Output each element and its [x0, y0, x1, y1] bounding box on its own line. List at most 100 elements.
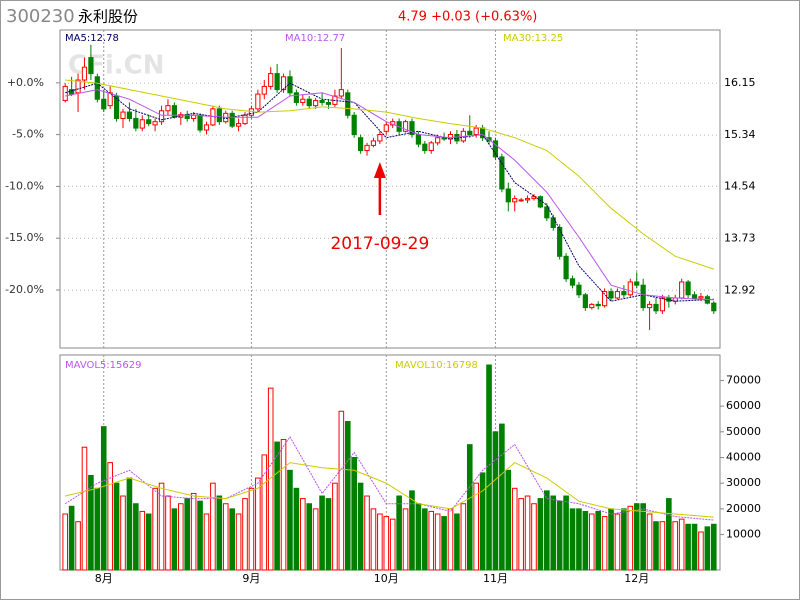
stock-code: 300230: [6, 6, 75, 27]
candle-body: [563, 255, 569, 280]
volume-bar: [678, 518, 685, 571]
y2-tick-label: -20.0%: [5, 283, 44, 296]
candle-body: [589, 303, 595, 309]
candle-body: [428, 142, 434, 152]
moving-average-line: [65, 89, 714, 301]
candle-body: [338, 89, 344, 97]
volume-bar: [428, 510, 435, 571]
volume-bar: [126, 477, 133, 571]
volume-bar: [325, 498, 332, 571]
volume-bar: [447, 508, 454, 571]
volume-bar: [422, 508, 428, 571]
volume-bar: [383, 516, 390, 571]
volume-bar: [312, 508, 319, 571]
candle-body: [370, 140, 377, 146]
y-tick-label: 13.73: [724, 231, 756, 244]
volume-bar: [145, 513, 152, 571]
volume-bar: [595, 510, 602, 571]
volume-bar: [177, 503, 184, 571]
volume-bar: [94, 487, 101, 571]
volume-bar: [242, 498, 248, 571]
y2-tick-label: +0.0%: [7, 76, 44, 89]
volume-bar: [229, 508, 235, 571]
volume-bar: [248, 487, 255, 571]
volume-bar: [364, 495, 370, 571]
candle-body: [435, 137, 441, 144]
y-tick-label: 60000: [726, 399, 761, 412]
volume-bar: [75, 521, 81, 571]
volume-bar: [338, 410, 345, 571]
volume-bar: [653, 521, 659, 571]
y2-tick-label: -15.0%: [5, 231, 44, 244]
volume-bar: [158, 482, 165, 571]
candle-body: [685, 281, 691, 296]
candle-body: [229, 112, 235, 127]
volume-bar: [415, 503, 422, 571]
volume-bar: [152, 487, 158, 571]
volume-bar: [614, 513, 621, 571]
volume-bar: [704, 526, 711, 571]
volume-bar: [171, 508, 178, 571]
volume-bar: [197, 500, 203, 571]
candle-body: [447, 134, 454, 140]
candle-body: [377, 134, 383, 142]
volume-bar: [473, 482, 479, 571]
candle-body: [614, 291, 621, 299]
candle-body: [505, 188, 511, 203]
y-tick-label: 15.34: [724, 128, 756, 141]
volume-bar: [389, 518, 396, 571]
volume-bar: [113, 482, 120, 571]
candle-body: [383, 124, 389, 132]
volume-bar: [81, 446, 88, 571]
candle-body: [512, 198, 518, 203]
volume-bar: [666, 498, 672, 571]
volume-bar: [409, 490, 415, 571]
candle-body: [120, 111, 126, 119]
volume-bar: [710, 523, 717, 571]
volume-bar: [267, 387, 274, 571]
volume-bar: [255, 477, 261, 571]
candle-body: [197, 114, 203, 131]
candle-body: [184, 114, 190, 119]
candle-body: [473, 127, 479, 136]
moving-average-line: [65, 462, 714, 518]
legend-entry: MA5:12.78: [65, 33, 119, 44]
volume-bar: [139, 510, 146, 571]
volume-bar: [222, 503, 229, 571]
candle-body: [640, 284, 646, 309]
candle-body: [627, 281, 633, 296]
legend-entry: MAVOL5:15629: [65, 360, 141, 371]
y-tick-label: 10000: [726, 528, 761, 541]
volume-bar: [184, 498, 191, 571]
stock-name: 永利股份: [78, 8, 138, 26]
volume-bar: [133, 503, 139, 571]
candle-body: [203, 124, 210, 131]
moving-average-line: [65, 79, 714, 270]
candle-body: [351, 114, 357, 136]
candle-body: [550, 217, 556, 228]
volume-bar: [685, 523, 691, 571]
volume-bar: [659, 521, 666, 571]
candle-body: [268, 73, 274, 87]
volume-bar: [499, 423, 505, 571]
candle-body: [300, 98, 306, 103]
volume-bar: [672, 521, 679, 571]
volume-bar: [550, 495, 557, 571]
candle-body: [557, 226, 563, 257]
candle-body: [158, 110, 165, 123]
candle-body: [698, 296, 704, 299]
candle-body: [88, 57, 94, 75]
volume-bar: [556, 500, 563, 571]
x-tick-label: 11月: [483, 572, 508, 585]
y-tick-label: 70000: [726, 373, 761, 386]
volume-bar: [454, 513, 460, 571]
candle-body: [415, 134, 421, 145]
candle-body: [75, 79, 81, 94]
candle-body: [602, 291, 608, 307]
volume-bar: [68, 505, 75, 571]
volume-bar: [274, 441, 280, 571]
candle-body: [544, 206, 550, 219]
x-tick-label: 12月: [624, 572, 649, 585]
candle-body: [492, 140, 499, 158]
